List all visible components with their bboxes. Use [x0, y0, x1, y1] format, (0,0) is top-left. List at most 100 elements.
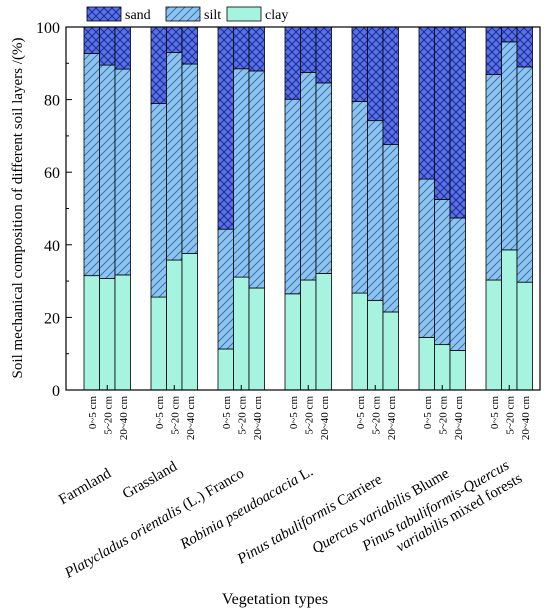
- bar-sand: [233, 26, 250, 70]
- bar-clay: [418, 336, 435, 391]
- bar-silt: [382, 144, 399, 313]
- bar-sand: [434, 26, 451, 200]
- soil-layer-label: 5~20 cm: [169, 396, 181, 435]
- bar-clay: [351, 292, 368, 391]
- y-tick-label: 100: [36, 20, 60, 37]
- y-tick-label: 20: [44, 310, 60, 327]
- soil-layer-label: 5~20 cm: [437, 396, 449, 435]
- bar-silt: [418, 178, 435, 338]
- bar-silt: [83, 53, 100, 277]
- bar-sand: [367, 26, 384, 122]
- bar-silt: [248, 70, 265, 289]
- bar-clay: [181, 253, 198, 391]
- bar-clay: [166, 259, 183, 391]
- tick-labels-layer: 0 20 40 60 80 100: [36, 20, 60, 400]
- bar-clay: [248, 287, 265, 391]
- bar-sand: [449, 26, 466, 219]
- bar-silt: [181, 63, 198, 254]
- bar-clay: [434, 344, 451, 391]
- bar-silt: [114, 68, 131, 276]
- bar-clay: [233, 276, 250, 391]
- soil-layer-label: 20~40 cm: [185, 396, 197, 441]
- bar-clay: [83, 275, 100, 391]
- bar-silt: [434, 199, 451, 346]
- soil-layer-label: 0~5 cm: [221, 396, 233, 430]
- bar-clay: [99, 278, 116, 391]
- y-tick-label: 0: [52, 383, 60, 400]
- y-tick-label: 40: [44, 238, 60, 255]
- soil-layer-label: 20~40 cm: [118, 396, 130, 441]
- bar-clay: [516, 281, 533, 391]
- bar-sand: [166, 26, 183, 53]
- bar-silt: [315, 82, 332, 274]
- bar-sand: [83, 26, 100, 54]
- axes-layer: [65, 26, 541, 391]
- bar-sand: [315, 26, 332, 84]
- group-label-farmland-part: Farmland: [56, 465, 114, 508]
- bar-silt: [99, 64, 116, 279]
- soil-layer-label: 20~40 cm: [252, 396, 264, 441]
- bar-sand: [351, 26, 368, 102]
- bar-sand: [485, 26, 502, 75]
- bar-clay: [449, 350, 466, 391]
- bar-silt: [300, 71, 317, 281]
- legend-label-clay: clay: [265, 8, 288, 23]
- soil-layer-label: 0~5 cm: [489, 396, 501, 430]
- bar-sand: [300, 26, 317, 73]
- group-label-grassland-part: Grassland: [120, 458, 180, 502]
- bar-silt: [284, 98, 301, 295]
- y-axis-title: Soil mechanical composition of different…: [10, 38, 26, 379]
- bar-silt: [217, 228, 234, 350]
- bar-silt: [150, 103, 167, 298]
- bar-sand: [516, 26, 533, 68]
- bar-clay: [284, 293, 301, 391]
- bar-clay: [367, 299, 384, 391]
- x-axis-title: Vegetation types: [222, 591, 328, 608]
- legend-swatch-sand: [86, 6, 122, 22]
- bar-sand: [284, 26, 301, 100]
- soil-layer-label: 5~20 cm: [236, 396, 248, 435]
- bar-silt: [367, 120, 384, 301]
- bar-silt: [485, 74, 502, 281]
- bar-sand: [382, 26, 399, 146]
- bar-sand: [501, 26, 518, 43]
- group-label-grassland: Grassland: [120, 458, 180, 502]
- bar-sand: [99, 26, 116, 66]
- bar-sand: [114, 26, 131, 70]
- soil-layer-label: 20~40 cm: [386, 396, 398, 441]
- soil-layer-label: 20~40 cm: [453, 396, 465, 441]
- group-label-farmland: Farmland: [56, 465, 114, 508]
- bar-clay: [485, 279, 502, 391]
- bar-silt: [233, 68, 250, 278]
- group-label-robinia: Robinia pseudoacacia L.: [177, 464, 316, 554]
- legend-swatch-clay: [226, 6, 262, 22]
- soil-layer-label: 5~20 cm: [504, 396, 516, 435]
- bar-sand: [181, 26, 198, 65]
- bar-silt: [166, 52, 183, 261]
- group-label-robinia-part: L.: [294, 464, 316, 486]
- bar-clay: [382, 311, 399, 391]
- group-label-platycladus-part: Platycladus orientalis: [61, 502, 184, 582]
- bars-layer: [83, 26, 533, 391]
- soil-layer-label: 0~5 cm: [355, 396, 367, 430]
- soil-layer-label: 5~20 cm: [102, 396, 114, 435]
- soil-layer-label: 5~20 cm: [303, 396, 315, 435]
- bar-clay: [300, 279, 317, 391]
- legend: sand silt clay: [86, 6, 288, 23]
- layer-labels-layer: 0~5 cm 5~20 cm 20~40 cm 0~5 cm 5~20 cm 20~40 …: [87, 396, 532, 441]
- bar-sand: [217, 26, 234, 230]
- legend-label-sand: sand: [125, 8, 151, 23]
- bar-silt: [351, 101, 368, 294]
- y-tick-label: 80: [44, 93, 60, 110]
- bar-sand: [418, 26, 435, 180]
- bar-sand: [150, 26, 167, 104]
- bar-silt: [501, 41, 518, 251]
- bar-clay: [150, 296, 167, 391]
- bar-clay: [315, 273, 332, 391]
- bar-silt: [449, 217, 466, 351]
- soil-layer-label: 20~40 cm: [319, 396, 331, 441]
- bar-clay: [114, 274, 131, 391]
- bar-sand: [248, 26, 265, 72]
